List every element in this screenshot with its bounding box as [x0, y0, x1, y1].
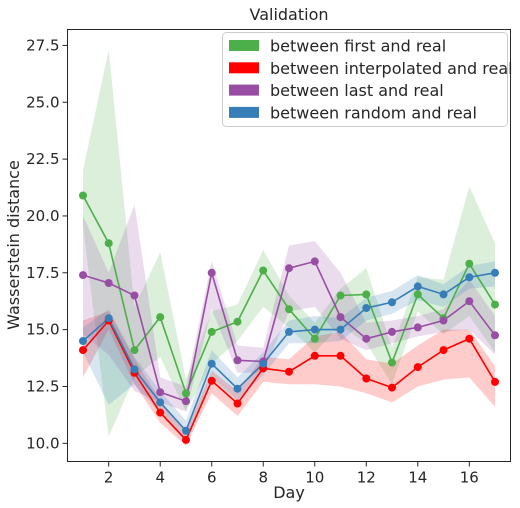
legend-swatch-between-last-and-real: [229, 85, 259, 96]
point-between-first-and-real: [105, 239, 113, 247]
point-between-first-and-real: [465, 260, 473, 268]
point-between-last-and-real: [182, 397, 190, 405]
point-between-last-and-real: [105, 279, 113, 287]
point-between-last-and-real: [337, 313, 345, 321]
point-between-interpolated-and-real: [388, 384, 396, 392]
x-tick-label: 12: [357, 469, 376, 487]
point-between-random-and-real: [311, 326, 319, 334]
x-tick-label: 10: [305, 469, 324, 487]
x-axis-title: Day: [273, 483, 305, 502]
point-between-first-and-real: [234, 318, 242, 326]
point-between-interpolated-and-real: [285, 368, 293, 376]
point-between-random-and-real: [105, 314, 113, 322]
x-tick-label: 2: [104, 469, 114, 487]
point-between-interpolated-and-real: [79, 346, 87, 354]
point-between-last-and-real: [491, 331, 499, 339]
y-tick-label: 25.0: [26, 93, 59, 111]
point-between-random-and-real: [362, 304, 370, 312]
point-between-first-and-real: [337, 292, 345, 300]
y-axis: 10.0 12.5 15.0 17.5 20.0 22.5 25.0 27.5: [26, 36, 67, 452]
point-between-first-and-real: [491, 301, 499, 309]
point-between-last-and-real: [131, 292, 139, 300]
legend-label-between-last-and-real: between last and real: [270, 81, 444, 100]
chart-title: Validation: [249, 5, 328, 24]
point-between-random-and-real: [208, 360, 216, 368]
legend-label-between-interpolated-and-real: between interpolated and real: [270, 59, 513, 78]
point-between-last-and-real: [79, 271, 87, 279]
y-tick-label: 12.5: [26, 377, 59, 395]
point-between-random-and-real: [182, 427, 190, 435]
point-between-random-and-real: [234, 385, 242, 393]
y-tick-label: 10.0: [26, 434, 59, 452]
point-between-random-and-real: [491, 269, 499, 277]
point-between-first-and-real: [414, 290, 422, 298]
legend: between first and real between interpolat…: [223, 33, 513, 127]
y-axis-title: Wasserstein distance: [4, 160, 23, 330]
y-tick-label: 22.5: [26, 150, 59, 168]
point-between-last-and-real: [414, 323, 422, 331]
point-between-first-and-real: [79, 192, 87, 200]
x-tick-label: 4: [155, 469, 165, 487]
point-between-interpolated-and-real: [440, 346, 448, 354]
point-between-first-and-real: [285, 305, 293, 313]
point-between-interpolated-and-real: [337, 352, 345, 360]
point-between-random-and-real: [388, 298, 396, 306]
point-between-first-and-real: [208, 328, 216, 336]
legend-label-between-first-and-real: between first and real: [270, 37, 446, 56]
point-between-random-and-real: [131, 365, 139, 373]
point-between-last-and-real: [388, 328, 396, 336]
point-between-first-and-real: [388, 359, 396, 367]
point-between-random-and-real: [440, 290, 448, 298]
point-between-interpolated-and-real: [182, 436, 190, 444]
y-tick-label: 27.5: [26, 36, 59, 54]
point-between-random-and-real: [79, 337, 87, 345]
y-tick-label: 15.0: [26, 321, 59, 339]
point-between-last-and-real: [285, 264, 293, 272]
x-tick-label: 6: [207, 469, 217, 487]
legend-label-between-random-and-real: between random and real: [270, 103, 477, 122]
point-between-last-and-real: [362, 335, 370, 343]
point-between-last-and-real: [440, 317, 448, 325]
point-between-interpolated-and-real: [465, 335, 473, 343]
point-between-random-and-real: [414, 282, 422, 290]
point-between-random-and-real: [259, 360, 267, 368]
point-between-first-and-real: [362, 290, 370, 298]
point-between-interpolated-and-real: [208, 377, 216, 385]
x-tick-label: 8: [258, 469, 268, 487]
legend-swatch-between-first-and-real: [229, 40, 259, 51]
point-between-last-and-real: [156, 388, 164, 396]
point-between-random-and-real: [465, 273, 473, 281]
point-between-random-and-real: [337, 326, 345, 334]
point-between-last-and-real: [465, 297, 473, 305]
point-between-interpolated-and-real: [234, 400, 242, 408]
point-between-random-and-real: [285, 328, 293, 336]
point-between-last-and-real: [234, 356, 242, 364]
point-between-first-and-real: [259, 267, 267, 275]
point-between-last-and-real: [208, 269, 216, 277]
point-between-first-and-real: [131, 346, 139, 354]
point-between-interpolated-and-real: [362, 375, 370, 383]
x-tick-label: 14: [408, 469, 427, 487]
point-between-random-and-real: [156, 398, 164, 406]
point-between-interpolated-and-real: [414, 363, 422, 371]
y-tick-label: 17.5: [26, 264, 59, 282]
legend-swatch-between-interpolated-and-real: [229, 62, 259, 73]
point-between-first-and-real: [182, 389, 190, 397]
point-between-interpolated-and-real: [491, 378, 499, 386]
point-between-first-and-real: [311, 335, 319, 343]
point-between-interpolated-and-real: [156, 409, 164, 417]
y-tick-label: 20.0: [26, 207, 59, 225]
point-between-first-and-real: [156, 313, 164, 321]
x-tick-label: 16: [460, 469, 479, 487]
point-between-interpolated-and-real: [311, 352, 319, 360]
point-between-last-and-real: [311, 257, 319, 265]
legend-swatch-between-random-and-real: [229, 107, 259, 118]
